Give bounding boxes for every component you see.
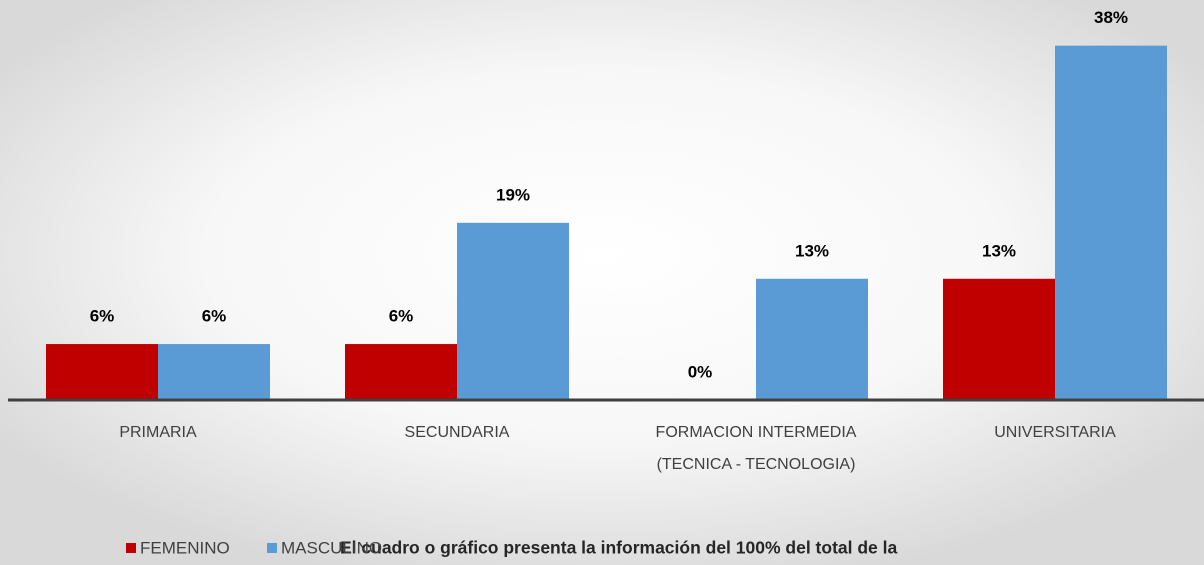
value-label: 38% [1094, 8, 1128, 27]
x-tick-label: PRIMARIA [119, 424, 197, 441]
value-label: 6% [90, 307, 115, 326]
value-label: 6% [389, 307, 414, 326]
legend-swatch [126, 543, 136, 553]
value-label: 0% [688, 362, 713, 381]
legend-label: FEMENINO [140, 538, 230, 557]
x-tick-label: FORMACION INTERMEDIA (TECNICA - TECNOLOGI… [656, 424, 857, 473]
bar [345, 344, 457, 400]
x-tick-label: SECUNDARIA [405, 424, 510, 441]
legend-label: MASCULINO [281, 538, 382, 557]
value-label: 19% [496, 185, 530, 204]
bar [158, 344, 270, 400]
x-tick-label-line: (TECNICA - TECNOLOGIA) [657, 456, 856, 473]
value-label: 13% [795, 241, 829, 260]
legend-swatch [267, 543, 277, 553]
bar [943, 278, 1055, 400]
x-tick-label-line: UNIVERSITARIA [994, 424, 1116, 441]
value-label: 13% [982, 241, 1016, 260]
bar [46, 344, 158, 400]
note: El cuadro o gráfico presenta la informac… [340, 538, 897, 558]
x-tick-label-line: PRIMARIA [119, 424, 197, 441]
value-label: 6% [202, 307, 227, 326]
x-tick-label-line: SECUNDARIA [405, 424, 510, 441]
bar [756, 278, 868, 400]
x-tick-label-line: FORMACION INTERMEDIA [656, 424, 857, 441]
x-tick-label: UNIVERSITARIA [994, 424, 1116, 441]
bar [1055, 45, 1167, 401]
bar [457, 222, 569, 400]
